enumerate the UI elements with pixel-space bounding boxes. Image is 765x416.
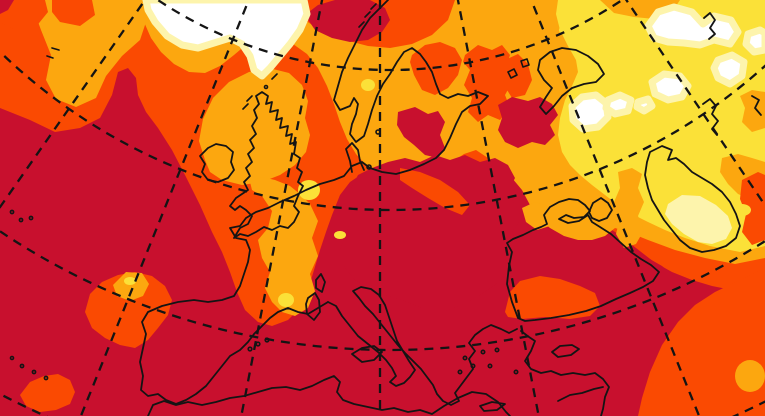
anomaly-region-orange-red-biscay [85,272,172,348]
anomaly-region-pale-caspian [665,195,732,244]
anomaly-region-white-ne-4 [568,91,612,133]
coastline-sardinia [305,292,321,321]
anomaly-region-orange-red-finland-east [463,45,512,122]
coastline-caspian-sea [644,145,741,253]
anomaly-region-amber-british-isles [199,68,310,185]
anomaly-region-amber-france-corridor [250,177,318,316]
anomaly-spot-yellow-scandinavia [361,79,375,91]
hebrides-shetland-marks [242,73,278,110]
meridian-line-3 [240,0,324,416]
anomaly-region-crimson-streak-baltic [397,107,445,158]
anomaly-region-orange-red-gibraltar [20,374,75,412]
anomaly-region-amber-finger-west-caspian [614,168,644,248]
anomaly-spot-yellow-biscay [124,277,136,285]
anomaly-region-white-ne-5 [602,91,635,118]
coastline-crete [479,401,506,412]
meridian-line-1 [0,0,147,210]
anomaly-region-orange-red-northeast-blob [502,54,532,98]
canaries-dot-1 [19,363,25,369]
coastline-denmark [345,142,365,173]
coastline-north-africa [147,375,511,416]
orkney-island-dot [263,84,269,90]
coastline-corsica [315,273,326,293]
coastline-egypt [557,386,604,402]
aegean-dot-2 [470,363,476,369]
anomaly-spot-yellow-gulf-of-lion [278,293,294,307]
island-marks [9,3,530,381]
coastline-black-sea [506,198,660,322]
anomaly-region-orange-red-turkey-north [505,276,600,319]
anomaly-region-amber-biscay-core [113,272,149,301]
coastline-kola-white-sea [537,47,605,115]
aegean-dot-5 [494,347,500,353]
canaries-dot-3 [43,375,49,381]
coastline-novaya-zemlya-south [702,98,719,136]
coastline-arctic-russia-edge [751,95,762,116]
anomaly-region-orange-red-corner-1 [0,0,48,30]
norway-offshore-marks [358,3,377,28]
anomaly-spot-yellow-east-caspian [733,204,751,216]
coastline-ireland [199,143,235,183]
anomaly-region-white-ne-1 [644,3,742,49]
rhodes-dot [513,369,519,375]
denmark-island-dot [366,164,372,170]
coastline-novaya-zemlya-north [703,12,716,40]
anomaly-region-orange-red-southeast-wedge [638,268,765,416]
coastline-sicily [351,345,383,363]
anomaly-region-white-ne-6 [742,26,765,56]
faroe-islands-marks [46,47,60,59]
anomaly-region-amber-topleft-band [30,0,148,107]
canaries-dot-2 [31,369,37,375]
anomaly-region-orange-red-right-edge [740,172,765,245]
lake-ladoga-mark [507,68,518,79]
aegean-dot-6 [457,369,463,375]
coastline-great-britain [229,91,304,239]
anomaly-region-crimson-streak-nw-russia [498,97,558,148]
coastline-mainland-europe [139,0,489,405]
azores-dot-2 [18,217,24,223]
anomaly-spot-yellow-denmark [334,231,346,239]
coastline-sea-of-azov [588,197,613,222]
anomaly-region-white-arctic [142,0,311,80]
coastline-cyprus [551,344,580,358]
azores-dot-3 [28,215,34,221]
aegean-dot-1 [462,355,468,361]
aegean-dot-3 [480,349,486,355]
parallel-arc-1 [155,0,625,72]
lake-onega-mark [520,58,530,68]
anomaly-region-white-ne-2 [648,70,692,104]
madeira-dot [9,355,15,361]
anomaly-region-crimson-norway [305,0,390,42]
azores-dot-1 [9,209,15,215]
meridian-line-5 [456,0,540,416]
coastline-turkey-levant [520,330,610,416]
anomaly-white-cores [142,0,765,133]
meridian-line-7 [624,0,765,208]
anomaly-region-orange-red-corner-2 [52,0,95,26]
anomaly-spot-yellow-france-north [298,180,320,200]
aegean-dot-4 [487,363,493,369]
anomaly-region-white-ne-3 [710,51,748,88]
anomaly-region-crimson-corner [0,0,14,14]
coastlines [139,0,762,416]
anomaly-region-orange-red-streak-in-mass [400,168,470,215]
anomaly-region-crimson-central-mass [340,155,522,312]
anomaly-region-white-ne-7 [633,95,656,115]
balearics-dot-1 [247,346,253,352]
anomaly-region-crimson-caucasus [615,252,674,286]
anomaly-region-amber-southeast-spot [735,360,765,392]
